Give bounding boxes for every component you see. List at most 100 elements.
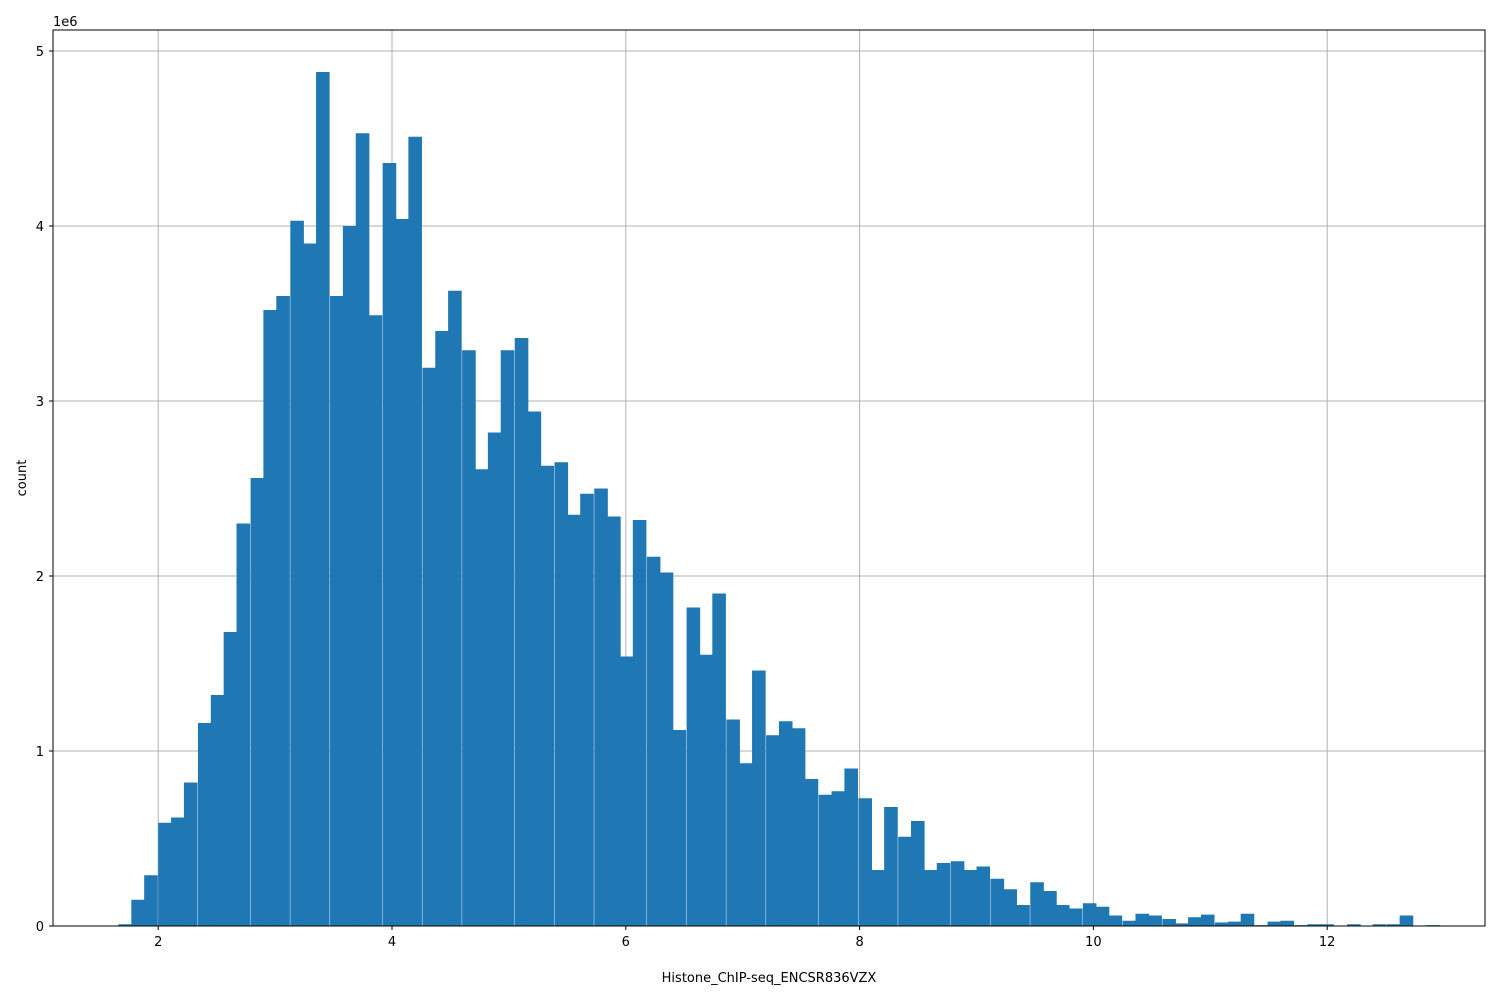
histogram-bar bbox=[223, 632, 238, 926]
histogram-bar bbox=[1108, 915, 1123, 926]
histogram-bar bbox=[646, 556, 661, 926]
histogram-bar bbox=[1372, 924, 1387, 926]
y-offset-label: 1e6 bbox=[53, 15, 78, 30]
histogram-bar bbox=[911, 821, 925, 926]
y-tick-label: 2 bbox=[36, 570, 44, 585]
histogram-bar bbox=[540, 465, 555, 926]
histogram-bar bbox=[594, 488, 608, 926]
histogram-bar bbox=[831, 791, 846, 926]
histogram-bar bbox=[1082, 903, 1097, 926]
histogram-bar bbox=[382, 163, 397, 926]
histogram-bar bbox=[963, 870, 978, 926]
histogram-bar bbox=[766, 735, 780, 926]
histogram-bar bbox=[422, 367, 436, 926]
histogram-bar bbox=[144, 875, 158, 926]
histogram-bar bbox=[250, 478, 265, 926]
x-tick-label: 12 bbox=[1319, 935, 1336, 950]
y-tick-label: 3 bbox=[36, 395, 44, 410]
histogram-bar bbox=[263, 310, 278, 926]
histogram-bar bbox=[1227, 921, 1242, 926]
histogram-bar bbox=[1003, 889, 1017, 926]
plot-frame bbox=[52, 29, 1486, 927]
histogram-bar bbox=[1280, 920, 1295, 926]
y-tick-label: 0 bbox=[36, 920, 44, 935]
histogram-bar bbox=[303, 243, 317, 926]
histogram-bar bbox=[976, 866, 991, 926]
histogram-bar bbox=[236, 523, 251, 926]
histogram-bar bbox=[171, 817, 185, 926]
histogram-bar bbox=[1214, 922, 1229, 926]
histogram-bar bbox=[1055, 905, 1070, 926]
histogram-bar bbox=[342, 226, 357, 926]
histogram-bar bbox=[1267, 921, 1282, 926]
histogram-bar bbox=[1175, 923, 1189, 926]
histogram-bar bbox=[1188, 917, 1202, 926]
histogram-bar bbox=[462, 350, 476, 926]
histogram-bar bbox=[898, 836, 912, 926]
histogram-bar bbox=[1030, 882, 1044, 926]
histogram-bar bbox=[686, 607, 701, 926]
histogram-bar bbox=[131, 899, 145, 926]
histogram-bar bbox=[659, 572, 674, 926]
histogram-bar bbox=[197, 723, 212, 926]
histogram-bar bbox=[818, 794, 833, 926]
histogram-bar bbox=[1068, 908, 1083, 926]
histogram-bar bbox=[158, 822, 172, 926]
histogram-bar bbox=[672, 730, 687, 926]
histogram-bar bbox=[408, 136, 422, 926]
histogram-bar bbox=[448, 290, 462, 926]
histogram-bar bbox=[923, 870, 938, 926]
histogram-bar bbox=[567, 514, 581, 926]
y-tick-label: 1 bbox=[36, 745, 44, 760]
histogram-bar bbox=[619, 656, 634, 926]
histogram-bar bbox=[699, 654, 714, 926]
histogram-bar bbox=[118, 924, 133, 926]
histogram-bar bbox=[936, 863, 951, 926]
histogram-bar bbox=[1162, 919, 1176, 926]
histogram-bar bbox=[290, 220, 304, 926]
histogram-bars bbox=[118, 72, 1441, 926]
histogram-bar bbox=[276, 296, 290, 926]
histogram-bar bbox=[316, 72, 330, 926]
histogram-bar bbox=[554, 462, 569, 926]
x-tick-label: 10 bbox=[1085, 935, 1102, 950]
histogram-bar bbox=[752, 670, 766, 926]
histogram-bar bbox=[183, 782, 198, 926]
histogram-bar bbox=[1135, 913, 1150, 926]
histogram-bar bbox=[514, 338, 529, 926]
histogram-bar bbox=[1320, 924, 1334, 926]
histogram-bar bbox=[580, 493, 594, 926]
x-tick-label: 6 bbox=[622, 935, 630, 950]
y-axis-ticks: 0 1 2 3 4 5 bbox=[36, 45, 53, 935]
y-tick-label: 5 bbox=[36, 45, 44, 60]
histogram-bar bbox=[1016, 905, 1030, 926]
histogram-bar bbox=[1347, 924, 1361, 926]
histogram-bar bbox=[804, 779, 819, 926]
histogram-bar bbox=[210, 695, 225, 926]
histogram-bar bbox=[1095, 906, 1110, 926]
histogram-bar bbox=[632, 520, 647, 926]
histogram-bar bbox=[884, 807, 898, 926]
histogram-bar bbox=[791, 728, 806, 926]
histogram-bar bbox=[1399, 915, 1414, 926]
histogram-bar bbox=[844, 768, 858, 926]
histogram-bar bbox=[1386, 924, 1401, 926]
histogram-bar bbox=[950, 861, 965, 926]
histogram-bar bbox=[368, 315, 383, 926]
histogram-bar bbox=[527, 411, 542, 926]
histogram-bar bbox=[500, 350, 515, 926]
histogram-bar bbox=[1200, 914, 1215, 926]
x-tick-label: 4 bbox=[388, 935, 396, 950]
histogram-bar bbox=[726, 719, 740, 926]
histogram-bar bbox=[1043, 891, 1057, 926]
histogram-bar bbox=[871, 870, 885, 926]
histogram-bar bbox=[607, 516, 621, 926]
y-tick-label: 4 bbox=[36, 220, 44, 235]
histogram-bar bbox=[330, 296, 344, 926]
histogram-bar bbox=[778, 721, 793, 926]
x-axis-label: Histone_ChIP-seq_ENCSR836VZX bbox=[662, 971, 877, 986]
x-tick-label: 8 bbox=[855, 935, 863, 950]
histogram-bar bbox=[1122, 920, 1137, 926]
x-tick-label: 2 bbox=[154, 935, 162, 950]
